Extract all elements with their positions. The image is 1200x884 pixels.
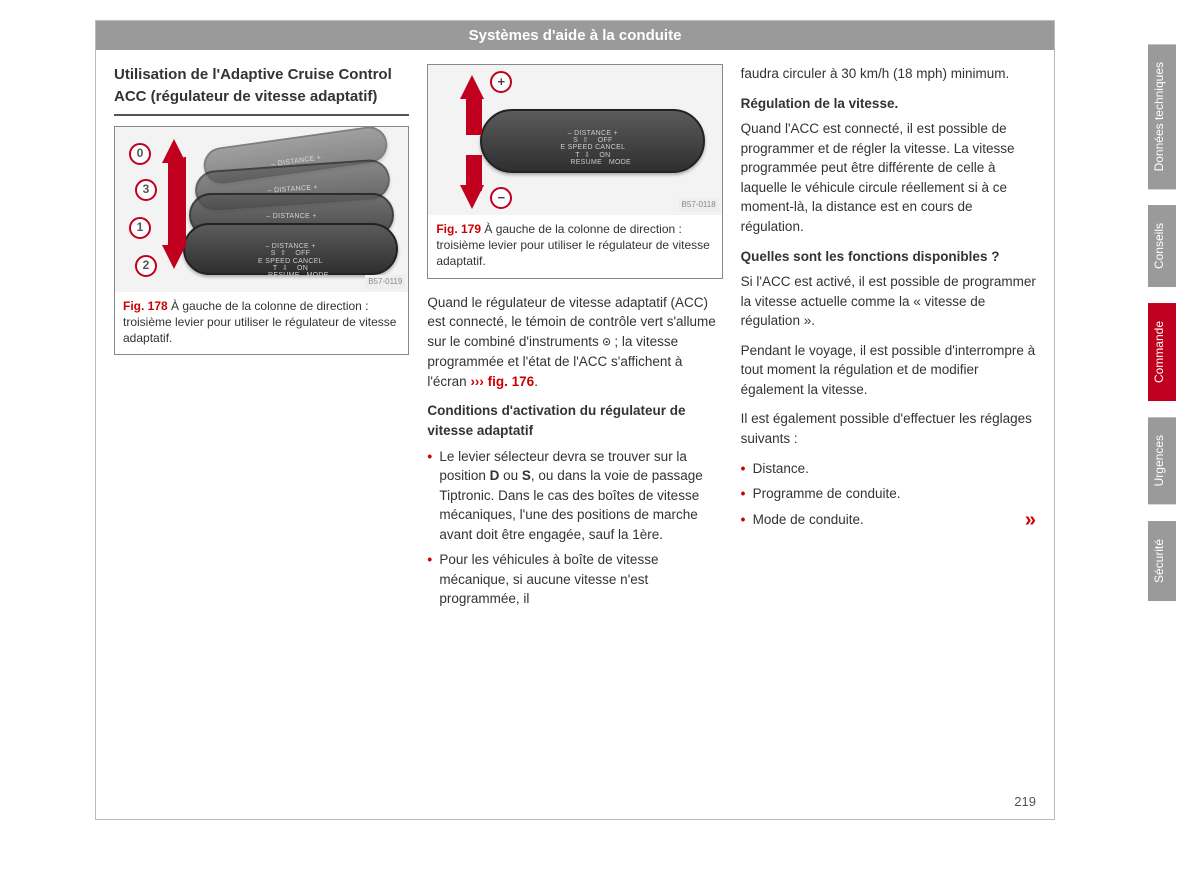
arrow-icon [466, 95, 482, 135]
minus-icon: − [490, 187, 512, 209]
subheading: Régulation de la vitesse. [741, 94, 1036, 114]
tab-conseils[interactable]: Conseils [1148, 205, 1176, 287]
stalk-text: – DISTANCE + [201, 213, 382, 220]
callout-1: 1 [129, 217, 151, 239]
paragraph: Quand l'ACC est connecté, il est possibl… [741, 119, 1036, 236]
column-2: – DISTANCE + S ⇧ OFF E SPEED CANCEL T ⇩ … [427, 64, 722, 615]
figure-label: Fig. 179 [436, 222, 481, 236]
paragraph: Quand le régulateur de vitesse adaptatif… [427, 293, 722, 392]
content-columns: Utilisation de l'Adaptive Cruise Control… [96, 50, 1054, 629]
callout-2: 2 [135, 255, 157, 277]
figure-178-caption: Fig. 178 À gauche de la colonne de direc… [115, 292, 408, 355]
figure-179: – DISTANCE + S ⇧ OFF E SPEED CANCEL T ⇩ … [427, 64, 722, 279]
page-number: 219 [1014, 794, 1036, 809]
text: . [534, 374, 538, 389]
column-3: faudra circuler à 30 km/h (18 mph) minim… [741, 64, 1036, 615]
bullet-item: Pour les véhicules à boîte de vitesse mé… [427, 550, 722, 609]
bullet-item: Le levier sélecteur devra se trouver sur… [427, 447, 722, 545]
arrow-up-icon [162, 139, 186, 163]
figure-179-caption: Fig. 179 À gauche de la colonne de direc… [428, 215, 721, 278]
bullet-item: Mode de conduite. » [741, 510, 1036, 530]
figure-label: Fig. 178 [123, 299, 168, 313]
subheading: Conditions d'activation du régulateur de… [427, 401, 722, 440]
tab-commande[interactable]: Commande [1148, 303, 1176, 401]
page-banner: Systèmes d'aide à la conduite [96, 21, 1054, 50]
paragraph: Si l'ACC est activé, il est possible de … [741, 272, 1036, 331]
figure-179-image: – DISTANCE + S ⇧ OFF E SPEED CANCEL T ⇩ … [428, 65, 721, 215]
figure-178: – DISTANCE + – DISTANCE + – DISTANCE + –… [114, 126, 409, 356]
text: ou [499, 468, 522, 483]
callout-0: 0 [129, 143, 151, 165]
column-1: Utilisation de l'Adaptive Cruise Control… [114, 64, 409, 615]
bullet-item: Programme de conduite. [741, 484, 1036, 504]
arrow-icon [168, 156, 186, 250]
callout-3: 3 [135, 179, 157, 201]
image-ref-code: B57-0119 [365, 275, 405, 289]
image-ref-code: B57-0118 [679, 198, 719, 212]
figure-178-image: – DISTANCE + – DISTANCE + – DISTANCE + –… [115, 127, 408, 292]
tab-securite[interactable]: Sécurité [1148, 521, 1176, 601]
subheading: Quelles sont les fonctions disponibles ? [741, 247, 1036, 267]
paragraph: faudra circuler à 30 km/h (18 mph) minim… [741, 64, 1036, 84]
tab-donnees-techniques[interactable]: Données techniques [1148, 44, 1176, 189]
bold-s: S [522, 468, 531, 483]
arrow-down-icon [460, 185, 484, 209]
text: Mode de conduite. [753, 512, 864, 527]
side-tabs: Données techniques Conseils Commande Urg… [1148, 44, 1176, 601]
stalk-label-text: – DISTANCE + S ⇧ OFF E SPEED CANCEL T ⇩ … [492, 130, 693, 167]
bold-d: D [490, 468, 500, 483]
continuation-mark: » [1025, 506, 1036, 535]
arrow-down-icon [162, 245, 186, 269]
paragraph: Il est également possible d'effectuer le… [741, 409, 1036, 448]
tab-urgences[interactable]: Urgences [1148, 417, 1176, 504]
bullet-item: Distance. [741, 459, 1036, 479]
paragraph: Pendant le voyage, il est possible d'int… [741, 341, 1036, 400]
section-title: Utilisation de l'Adaptive Cruise Control… [114, 64, 409, 116]
fig-crossref: ››› fig. 176 [470, 374, 534, 389]
stalk-label-text: – DISTANCE + S ⇧ OFF E SPEED CANCEL T ⇩ … [195, 243, 386, 280]
plus-icon: + [490, 71, 512, 93]
page-frame: Systèmes d'aide à la conduite Utilisatio… [95, 20, 1055, 820]
arrow-up-icon [460, 75, 484, 99]
